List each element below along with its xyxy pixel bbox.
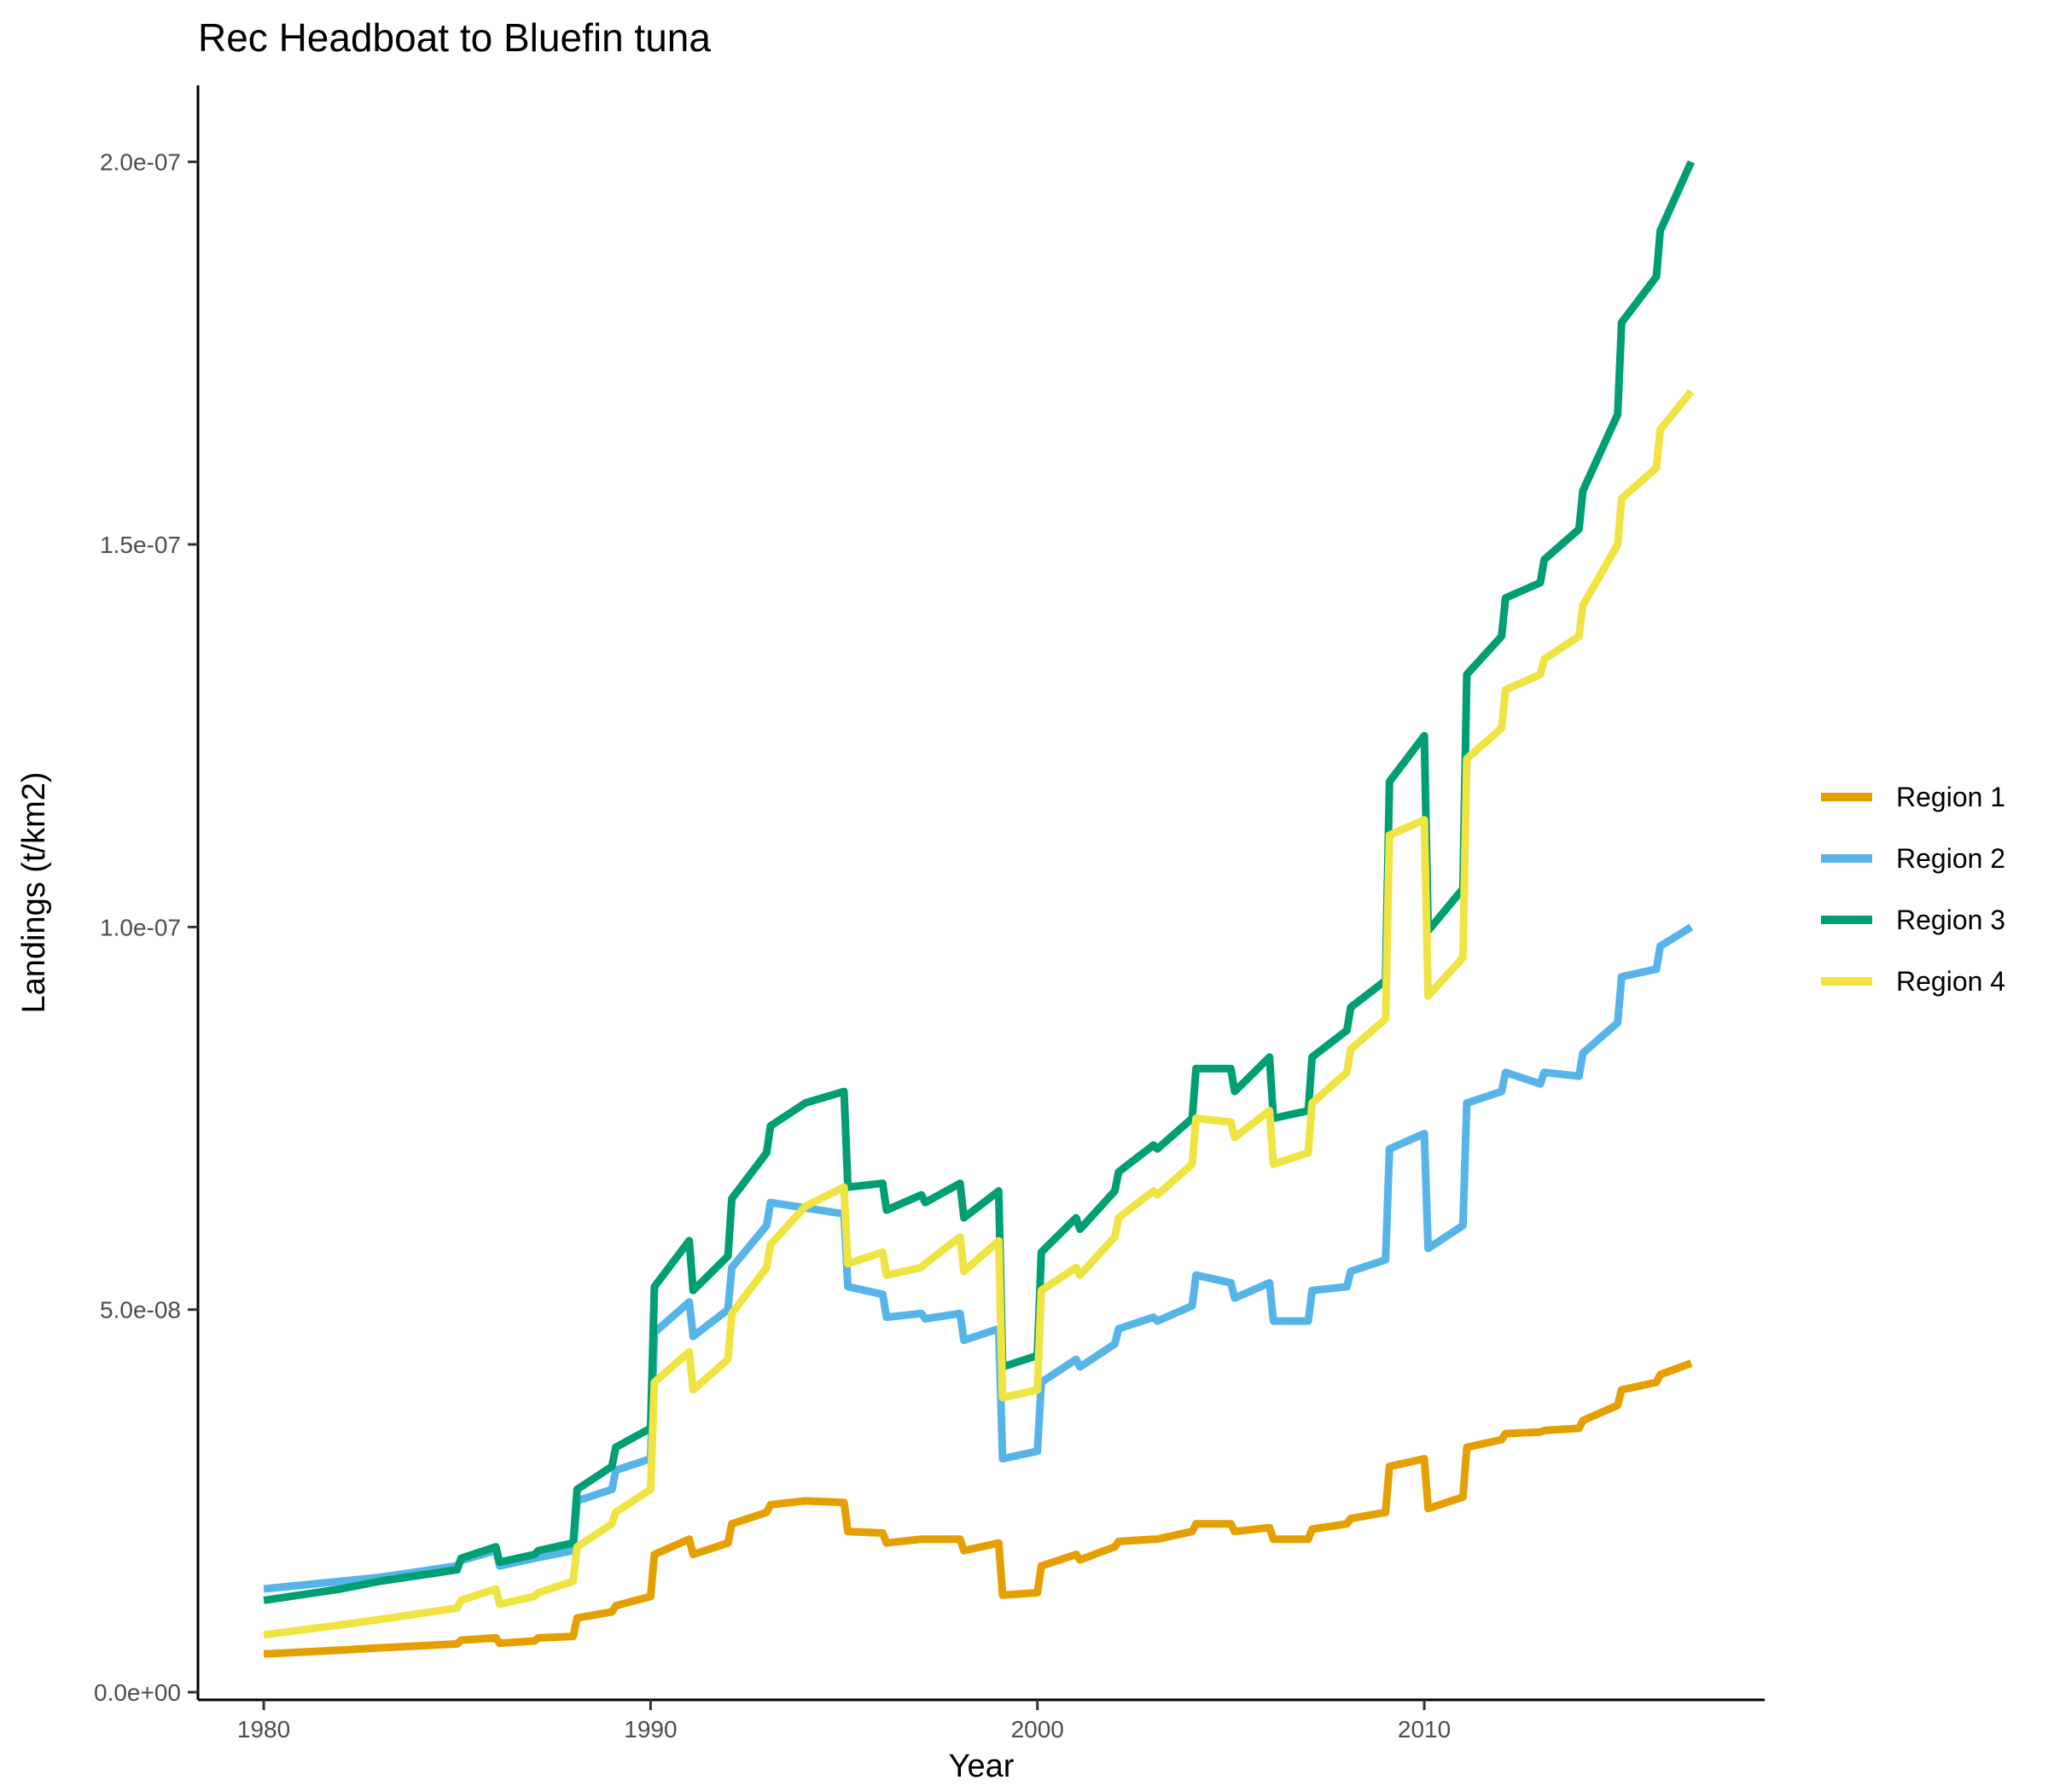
x-tick-label: 2000 — [1011, 1716, 1064, 1743]
y-tick-label: 5.0e-08 — [100, 1297, 181, 1324]
series-line-region-4 — [263, 388, 1695, 1639]
y-tick-label: 1.0e-07 — [100, 914, 181, 940]
y-tick-label: 1.5e-07 — [100, 532, 181, 558]
legend-label-region-1: Region 1 — [1896, 782, 2005, 812]
y-tick-label: 2.0e-07 — [100, 149, 181, 176]
series-layer — [263, 160, 1696, 1658]
x-axis-ticks: 1980 1990 2000 2010 — [237, 1700, 1451, 1743]
series-line-region-3 — [263, 160, 1696, 1604]
plot-area: 1980 1990 2000 2010 0.0e+00 5.0e-08 1.0e-07 1.… — [94, 85, 1765, 1743]
x-tick-label: 1990 — [624, 1716, 677, 1743]
series-line-region-1 — [263, 1359, 1693, 1658]
legend-label-region-4: Region 4 — [1896, 966, 2005, 997]
legend: Region 1 Region 2 Region 3 Region 4 — [1821, 782, 2005, 997]
x-axis-title: Year — [949, 1748, 1015, 1784]
y-tick-label: 0.0e+00 — [94, 1679, 181, 1706]
legend-label-region-3: Region 3 — [1896, 905, 2005, 935]
chart-title: Rec Headboat to Bluefin tuna — [198, 15, 711, 60]
y-axis-ticks: 0.0e+00 5.0e-08 1.0e-07 1.5e-07 2.0e-07 — [94, 149, 198, 1706]
y-axis-title: Landings (t/km2) — [16, 771, 52, 1013]
legend-label-region-2: Region 2 — [1896, 843, 2005, 874]
x-tick-label: 1980 — [237, 1716, 290, 1743]
x-tick-label: 2010 — [1398, 1716, 1451, 1743]
series-line-region-2 — [263, 923, 1694, 1593]
